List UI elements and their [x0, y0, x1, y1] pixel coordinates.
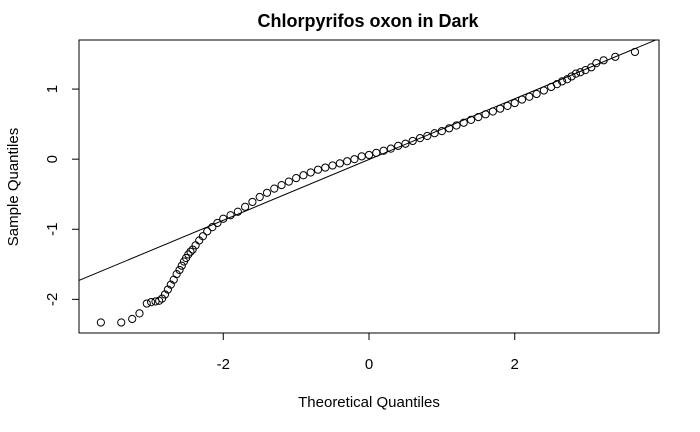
- data-point: [430, 129, 439, 138]
- data-point: [213, 218, 222, 228]
- data-point: [135, 309, 144, 318]
- data-point: [611, 52, 620, 61]
- data-point: [270, 184, 279, 193]
- data-point: [277, 180, 286, 190]
- data-point: [379, 146, 388, 155]
- data-point: [166, 280, 175, 289]
- data-point: [335, 159, 344, 168]
- data-point: [496, 104, 505, 113]
- data-point: [576, 68, 585, 77]
- data-point: [96, 318, 105, 327]
- data-point: [563, 75, 572, 84]
- data-point: [163, 285, 172, 294]
- data-point: [372, 148, 381, 157]
- data-point: [186, 247, 195, 256]
- data-point: [233, 207, 242, 216]
- data-point: [517, 95, 527, 104]
- data-point: [567, 72, 576, 81]
- data-point: [198, 232, 207, 241]
- data-point: [503, 101, 512, 110]
- data-point: [587, 63, 596, 72]
- x-axis: -2 0 2: [217, 332, 519, 373]
- data-point: [157, 294, 167, 303]
- data-point: [525, 92, 534, 101]
- data-point: [557, 77, 567, 86]
- data-point: [408, 136, 417, 146]
- data-point: [292, 173, 301, 183]
- data-point: [177, 261, 186, 270]
- data-point: [510, 98, 519, 108]
- data-point: [630, 47, 640, 57]
- data-point: [160, 290, 170, 299]
- data-point: [203, 227, 212, 236]
- data-point: [445, 124, 454, 133]
- data-point: [350, 155, 359, 164]
- data-point: [532, 89, 541, 99]
- data-point: [599, 56, 608, 65]
- data-point: [241, 202, 250, 211]
- data-point: [552, 80, 562, 89]
- data-point: [415, 134, 425, 143]
- y-tick-label: 0: [44, 155, 61, 163]
- data-point: [394, 141, 403, 150]
- x-tick-label: 0: [365, 356, 373, 373]
- data-point: [175, 265, 184, 275]
- data-point: [466, 115, 476, 125]
- data-point: [539, 86, 548, 95]
- plot-frame: [78, 39, 660, 334]
- y-axis-label: Sample Quantiles: [5, 128, 22, 246]
- x-tick-label: -2: [217, 356, 230, 373]
- y-axis: -2 -1 0 1: [44, 85, 80, 306]
- data-point: [219, 214, 228, 223]
- data-point: [208, 223, 217, 232]
- y-tick-label: -1: [44, 223, 61, 236]
- data-point: [184, 250, 193, 259]
- data-point: [142, 299, 151, 308]
- reference-line: [79, 40, 657, 281]
- x-tick-label: 2: [511, 356, 519, 373]
- data-point: [571, 69, 581, 78]
- data-point: [284, 177, 293, 186]
- data-point: [248, 197, 257, 207]
- data-point: [481, 110, 490, 119]
- data-point: [474, 113, 483, 122]
- data-point: [188, 245, 197, 254]
- data-point: [321, 163, 330, 172]
- data-point: [386, 144, 395, 153]
- data-points: [96, 47, 640, 327]
- data-point: [423, 131, 432, 141]
- data-point: [328, 161, 337, 170]
- chart-title: Chlorpyrifos oxon in Dark: [257, 11, 479, 31]
- data-point: [226, 211, 235, 220]
- data-point: [299, 171, 308, 180]
- data-point: [172, 270, 181, 279]
- y-tick-label: 1: [44, 85, 61, 93]
- x-axis-label: Theoretical Quantiles: [298, 394, 440, 411]
- data-point: [357, 152, 366, 161]
- data-point: [306, 168, 315, 177]
- data-point: [364, 150, 374, 160]
- y-tick-label: -2: [44, 293, 61, 306]
- data-point: [313, 165, 323, 174]
- data-point: [452, 121, 461, 130]
- data-point: [459, 118, 468, 127]
- data-point: [147, 298, 156, 307]
- data-point: [117, 318, 126, 327]
- data-point: [488, 107, 497, 116]
- data-point: [437, 127, 446, 136]
- data-point: [343, 157, 352, 166]
- plot-area: [79, 40, 657, 327]
- data-point: [592, 59, 601, 68]
- data-point: [255, 192, 264, 202]
- data-point: [401, 139, 410, 148]
- data-point: [262, 188, 272, 197]
- data-point: [128, 314, 137, 324]
